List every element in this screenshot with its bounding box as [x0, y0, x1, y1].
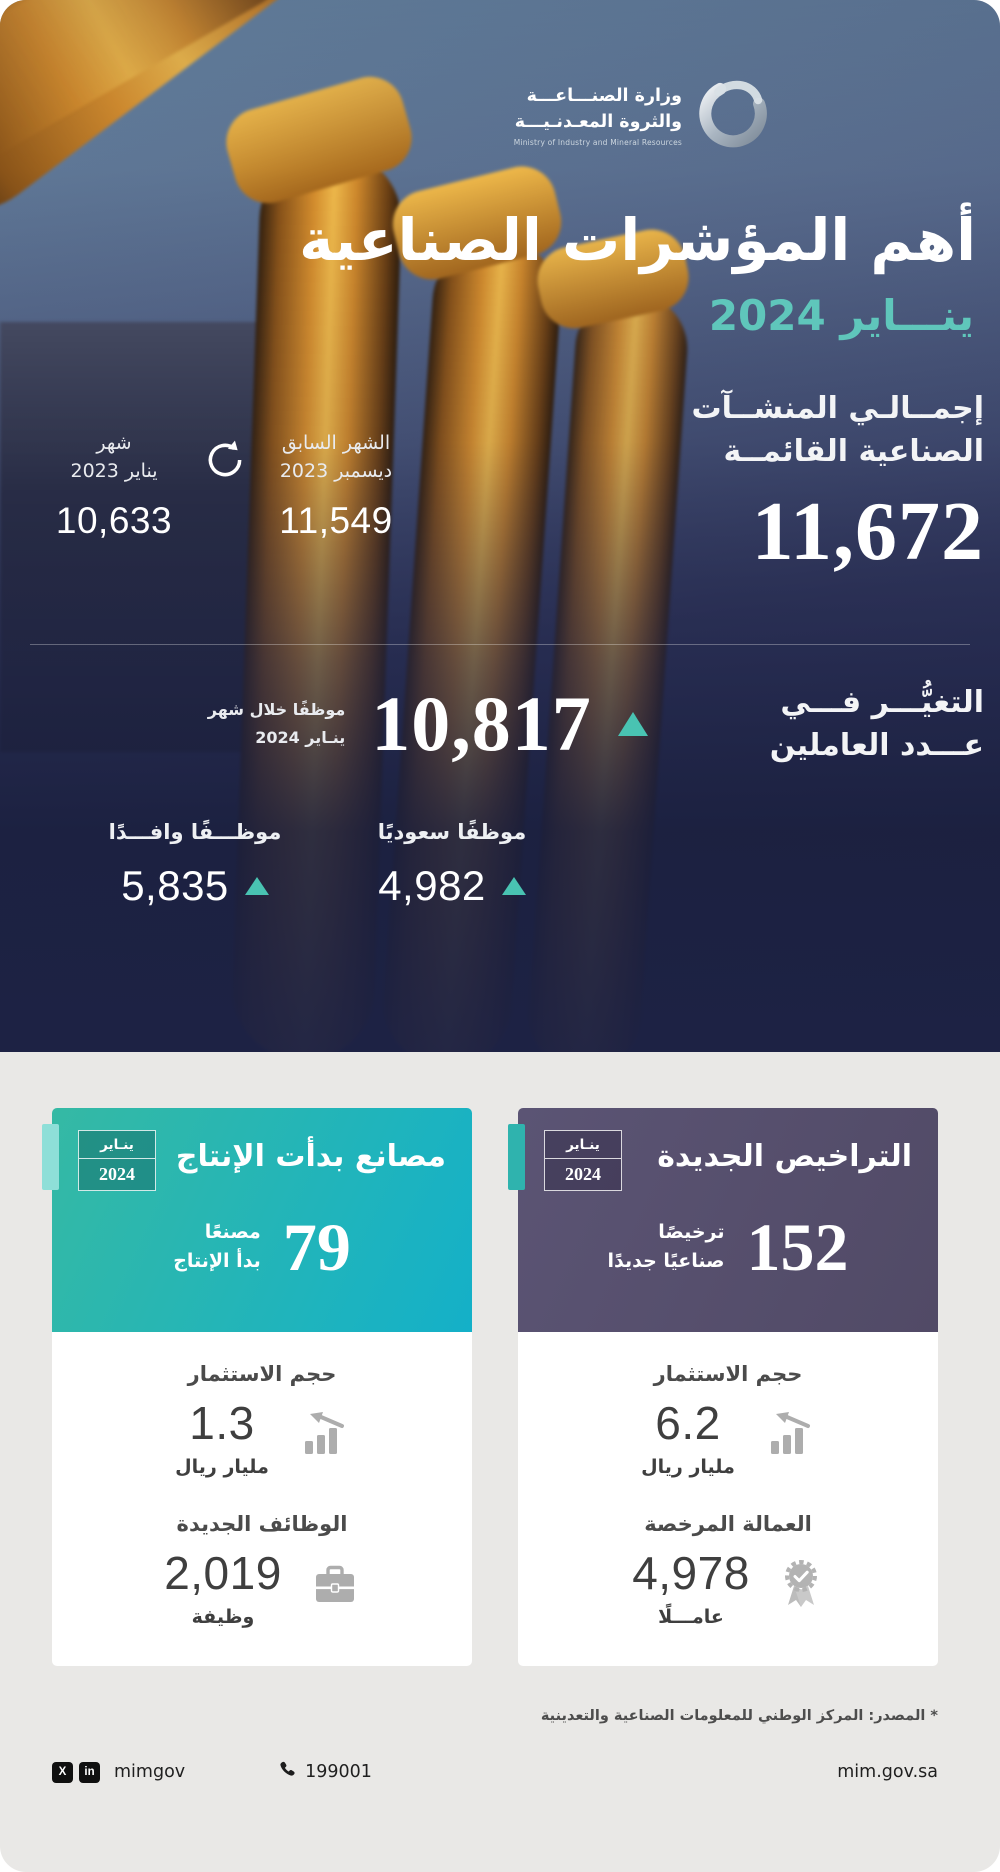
up-arrow-icon — [244, 876, 269, 895]
hero-section: وزارة الصنـــاعـــة والثروة المعـدنـيـــ… — [0, 0, 1000, 1052]
expat-employees-stat: موظـــفًا وافـــدًا 5,835 — [90, 820, 300, 910]
labor-value: 4,978 — [632, 1547, 750, 1599]
photo-shade-overlay — [0, 0, 1000, 1052]
ministry-name: وزارة الصنـــاعـــة والثروة المعـدنـيـــ… — [514, 83, 682, 148]
ministry-name-line1: وزارة الصنـــاعـــة — [526, 85, 682, 106]
establishments-label-line1: إجمــالـي المنشــآت — [691, 390, 984, 426]
website-link[interactable]: mim.gov.sa — [837, 1762, 938, 1782]
page-title: أهم المؤشرات الصناعية — [299, 206, 976, 274]
licenses-card-title: التراخيص الجديدة — [657, 1139, 912, 1174]
x-social-icon[interactable]: X — [52, 1761, 73, 1783]
year-ago-column: شهر يناير 2023 10,633 — [50, 429, 178, 542]
labor-unit: عامـــلًا — [658, 1606, 724, 1628]
licensed-labor-stat: العمالة المرخصة 4,978 عامـــلًا — [518, 1512, 938, 1628]
factories-unit-line1: مصنعًا — [204, 1220, 261, 1243]
expat-employees-label: موظـــفًا وافـــدًا — [108, 819, 282, 844]
footer-bar: X in mimgov 199001 mim.gov.sa — [52, 1760, 938, 1784]
source-note: * المصدر: المركز الوطني للمعلومات الصناع… — [540, 1708, 938, 1724]
section-divider — [30, 643, 970, 645]
establishments-label-line2: الصناعية القائمــة — [723, 434, 984, 470]
phone-icon — [277, 1760, 296, 1784]
workers-change-label-line2: عـــدد العاملين — [769, 728, 984, 764]
investment-unit: مليار ريال — [175, 1456, 269, 1478]
licenses-investment-stat: حجم الاستثمار 6.2 مليار ريال — [518, 1362, 938, 1478]
certified-medal-icon — [778, 1559, 824, 1615]
previous-month-label-line2: ديسمبر 2023 — [279, 460, 393, 483]
establishments-section: إجمــالـي المنشــآت الصناعية القائمــة 1… — [0, 347, 1000, 574]
factories-investment-stat: حجم الاستثمار 1.3 مليار ريال — [52, 1362, 472, 1478]
licenses-unit-line2: صناعيًا جديدًا — [607, 1250, 725, 1272]
year-ago-label-line1: شهر — [96, 431, 132, 454]
workers-change-label-line1: التغيُّـــر فـــي — [780, 684, 984, 720]
saudi-employees-value: 4,982 — [378, 861, 486, 909]
stats-cards-section: التراخيص الجديدة ينـاير 2024 152 ترخيصًا… — [0, 1052, 1000, 1784]
licenses-unit-line1: ترخيصًا — [658, 1220, 725, 1243]
badge-year: 2024 — [565, 1164, 601, 1184]
workers-change-unit-line1: موظفًا خلال شهر — [207, 699, 346, 719]
expat-employees-value: 5,835 — [121, 861, 229, 909]
establishments-total-value: 11,672 — [751, 484, 984, 578]
badge-month: ينـاير — [545, 1131, 621, 1159]
period-badge: ينـاير 2024 — [544, 1130, 622, 1191]
jobs-unit: وظيفة — [191, 1606, 255, 1628]
workers-change-value: 10,817 — [371, 680, 592, 768]
card-new-licenses: التراخيص الجديدة ينـاير 2024 152 ترخيصًا… — [508, 1108, 938, 1666]
briefcase-icon — [310, 1562, 360, 1612]
card-accent-tab — [508, 1124, 525, 1190]
card-accent-tab — [42, 1124, 59, 1190]
badge-year: 2024 — [99, 1164, 135, 1184]
saudi-employees-stat: موظفًا سعوديًا 4,982 — [362, 820, 542, 910]
ministry-brand: وزارة الصنـــاعـــة والثروة المعـدنـيـــ… — [0, 0, 1000, 154]
year-ago-label-line2: يناير 2023 — [70, 460, 158, 483]
linkedin-icon[interactable]: in — [79, 1761, 100, 1783]
ministry-name-english: Ministry of Industry and Mineral Resourc… — [513, 138, 682, 148]
saudi-employees-label: موظفًا سعوديًا — [377, 819, 527, 844]
trend-chart-icon — [297, 1410, 349, 1464]
workers-change-section: التغيُّـــر فـــي عـــدد العاملين 10,817… — [0, 645, 1000, 768]
social-handle[interactable]: mimgov — [114, 1762, 186, 1782]
investment-value: 6.2 — [655, 1397, 721, 1449]
trend-chart-icon — [763, 1410, 815, 1464]
investment-label: حجم الاستثمار — [653, 1362, 803, 1386]
licenses-count-value: 152 — [746, 1209, 849, 1285]
new-jobs-stat: الوظائف الجديدة 2,019 وظيفة — [52, 1512, 472, 1628]
establishments-comparison: شهر يناير 2023 10,633 الشهر السابق — [50, 429, 400, 542]
previous-month-column: الشهر السابق ديسمبر 2023 11,549 — [272, 429, 400, 542]
badge-month: ينـاير — [79, 1131, 155, 1159]
refresh-compare-icon — [202, 437, 248, 542]
up-arrow-icon — [501, 876, 526, 895]
ministry-logo-icon — [698, 76, 772, 154]
period-subtitle: ينـــاير 2024 — [708, 291, 974, 341]
previous-month-label-line1: الشهر السابق — [281, 431, 391, 454]
factories-card-title: مصانع بدأت الإنتاج — [175, 1139, 446, 1174]
up-arrow-icon — [617, 712, 648, 737]
previous-month-value: 11,549 — [279, 499, 393, 541]
factories-unit-line2: بدأ الإنتاج — [173, 1250, 261, 1272]
period-badge: ينـاير 2024 — [78, 1130, 156, 1191]
investment-label: حجم الاستثمار — [187, 1362, 337, 1386]
labor-label: العمالة المرخصة — [644, 1512, 812, 1536]
factories-count-value: 79 — [282, 1209, 351, 1285]
investment-unit: مليار ريال — [641, 1456, 735, 1478]
card-factories-production: مصانع بدأت الإنتاج ينـاير 2024 79 مصنعًا… — [42, 1108, 472, 1666]
workers-change-unit-line2: ينـاير 2024 — [255, 728, 346, 748]
investment-value: 1.3 — [189, 1397, 255, 1449]
workers-breakdown-section: موظفًا سعوديًا 4,982 موظـــفًا وافـــدًا… — [0, 820, 1000, 932]
ministry-name-line2: والثروة المعـدنـيـــة — [514, 112, 682, 132]
phone-number[interactable]: 199001 — [305, 1762, 372, 1782]
jobs-value: 2,019 — [164, 1547, 282, 1599]
year-ago-value: 10,633 — [55, 499, 173, 541]
jobs-label: الوظائف الجديدة — [176, 1512, 348, 1536]
